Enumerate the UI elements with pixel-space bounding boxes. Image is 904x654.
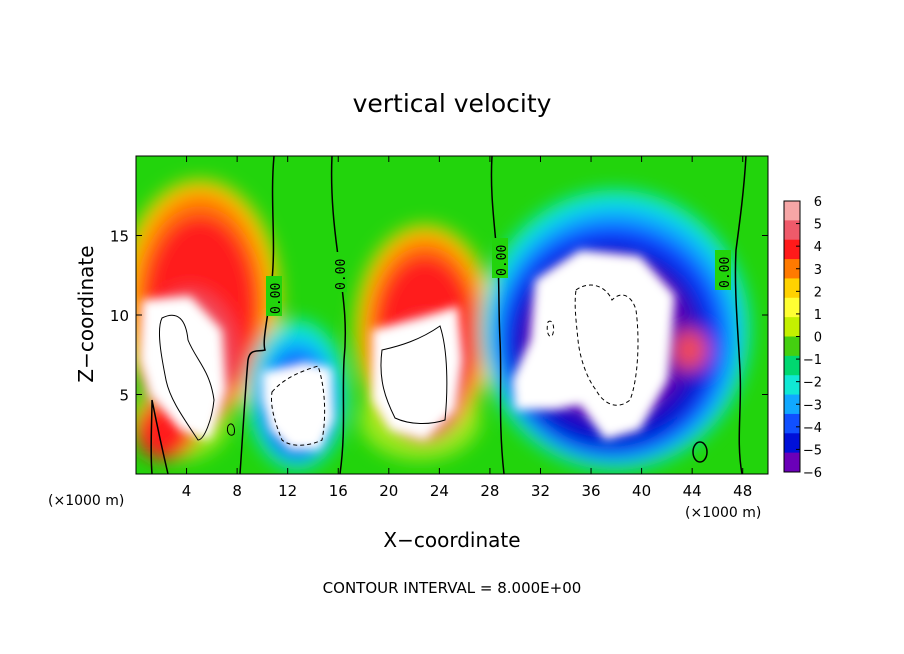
colorbar-label: −6 <box>803 466 822 481</box>
y-axis: 5 10 15 <box>110 228 768 405</box>
colorbar-label: −4 <box>803 421 822 436</box>
colorbar-label: −3 <box>803 398 822 413</box>
x-tick-label: 20 <box>379 482 398 500</box>
colorbar-label: 5 <box>814 218 822 233</box>
colorbar-label: −5 <box>803 443 822 458</box>
x-tick-label: 16 <box>329 482 348 500</box>
colorbar-swatch <box>784 278 800 299</box>
colorbar-swatch <box>784 201 800 221</box>
contour-label: 0.00 <box>718 257 733 288</box>
colorbar-label: −2 <box>803 376 822 391</box>
contour-label: 0.00 <box>269 283 284 314</box>
contour-interval-note: CONTOUR INTERVAL = 8.000E+00 <box>323 579 582 597</box>
colorbar-swatch <box>784 433 800 454</box>
zero-contour-5 <box>150 399 169 474</box>
colorbar-label: 2 <box>814 285 822 300</box>
x-tick-label: 4 <box>182 482 192 500</box>
contour-label: 0.00 <box>334 259 349 290</box>
x-tick-label: 32 <box>531 482 550 500</box>
colorbar-swatch <box>784 317 800 337</box>
colorbar-swatch <box>784 239 800 260</box>
x-tick-label: 28 <box>480 482 499 500</box>
colorbar-swatch <box>784 259 800 279</box>
colorbar-label: 1 <box>814 308 822 323</box>
zero-contour-1 <box>239 156 275 474</box>
x-tick-label: 36 <box>581 482 600 500</box>
x-axis: 4 8 12 16 20 24 28 32 36 40 44 48 <box>182 156 752 500</box>
colorbar-swatch <box>784 413 800 434</box>
colorbar-swatch <box>784 375 800 396</box>
contour-labels: 0.00 0.00 0.00 0.00 <box>266 238 733 316</box>
contour-lines <box>150 156 747 474</box>
x-tick-label: 8 <box>232 482 242 500</box>
x-tick-label: 44 <box>683 482 702 500</box>
closed-contour <box>692 441 708 463</box>
colorbar-swatch <box>784 394 800 415</box>
y-tick-label: 5 <box>119 387 129 405</box>
x-unit-left: (×1000 m) <box>48 493 124 509</box>
x-unit-right: (×1000 m) <box>685 505 761 521</box>
velocity-field: 0.00 0.00 0.00 0.00 <box>136 156 768 474</box>
colorbar: 6 5 4 3 2 1 0 −1 −2 −3 −4 −5 −6 <box>783 195 822 481</box>
colorbar-label: 4 <box>814 240 822 255</box>
colorbar-label: 6 <box>814 195 822 210</box>
y-axis-label: Z−coordinate <box>74 245 98 382</box>
colorbar-swatch <box>784 336 800 357</box>
colorbar-label: 0 <box>814 331 822 346</box>
x-tick-label: 48 <box>733 482 752 500</box>
colorbar-label: −1 <box>803 353 822 368</box>
chart-title: vertical velocity <box>353 89 552 118</box>
x-axis-label: X−coordinate <box>383 528 520 552</box>
contour-label: 0.00 <box>495 245 510 276</box>
colorbar-swatch <box>784 355 800 376</box>
y-tick-label: 10 <box>110 307 129 325</box>
colorbar-label: 3 <box>814 263 822 278</box>
zero-contour-4 <box>734 156 747 474</box>
zero-contour-3 <box>490 156 505 474</box>
colorbar-swatch <box>784 452 800 473</box>
x-tick-label: 40 <box>632 482 651 500</box>
zero-contour-2 <box>330 156 347 474</box>
colorbar-swatch <box>784 297 800 318</box>
y-tick-label: 15 <box>110 228 129 246</box>
x-tick-label: 24 <box>430 482 449 500</box>
colorbar-swatch <box>784 220 800 241</box>
x-tick-label: 12 <box>278 482 297 500</box>
